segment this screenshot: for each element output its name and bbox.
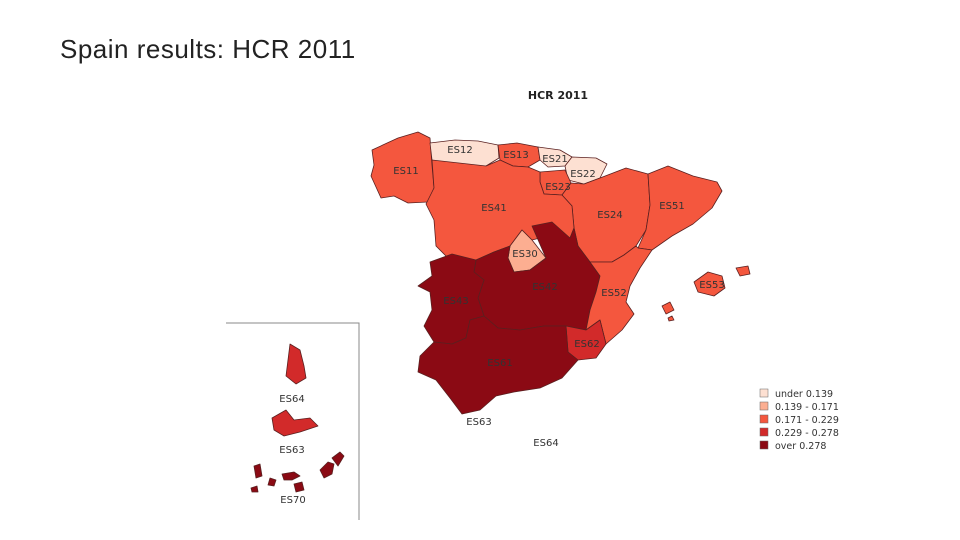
region-ES53[interactable] — [661, 265, 751, 322]
region-labels: ES11 ES12 ES13 ES21 ES22 ES23 ES24 ES30 … — [279, 145, 724, 506]
legend-swatch — [759, 401, 769, 411]
slide-title: Spain results: HCR 2011 — [60, 34, 356, 64]
legend-label: under 0.139 — [775, 389, 833, 400]
region-ES64[interactable] — [285, 343, 307, 385]
label-ES22: ES22 — [570, 169, 595, 180]
label-ES11: ES11 — [393, 166, 418, 177]
label-ES64: ES64 — [279, 394, 304, 405]
label-ES43: ES43 — [443, 296, 468, 307]
label-ES53: ES53 — [699, 280, 724, 291]
label-ES42: ES42 — [532, 282, 557, 293]
inset-frame — [226, 322, 360, 520]
label-ES64-mainland: ES64 — [533, 438, 558, 449]
label-ES13: ES13 — [503, 150, 528, 161]
region-ES51[interactable] — [637, 165, 723, 251]
legend: under 0.139 0.139 - 0.171 0.171 - 0.229 … — [759, 388, 839, 452]
label-ES52: ES52 — [601, 288, 626, 299]
label-ES30: ES30 — [512, 249, 537, 260]
legend-label: 0.139 - 0.171 — [775, 402, 839, 413]
regions-layer — [250, 131, 751, 493]
label-ES21: ES21 — [542, 154, 567, 165]
legend-label: over 0.278 — [775, 441, 826, 452]
legend-swatch — [759, 440, 769, 450]
label-ES51: ES51 — [659, 201, 684, 212]
label-ES70: ES70 — [280, 495, 305, 506]
label-ES41: ES41 — [481, 203, 506, 214]
label-ES24: ES24 — [597, 210, 622, 221]
legend-label: 0.171 - 0.229 — [775, 415, 839, 426]
region-ES61[interactable] — [417, 315, 579, 415]
region-ES70[interactable] — [250, 451, 345, 493]
label-ES63: ES63 — [279, 445, 304, 456]
legend-label: 0.229 - 0.278 — [775, 428, 839, 439]
legend-swatch — [759, 414, 769, 424]
legend-swatch — [759, 388, 769, 398]
label-ES63-mainland: ES63 — [466, 417, 491, 428]
region-ES52[interactable] — [585, 245, 653, 345]
legend-swatch — [759, 427, 769, 437]
map-title: HCR 2011 — [528, 89, 588, 102]
label-ES23: ES23 — [545, 182, 570, 193]
label-ES62: ES62 — [574, 339, 599, 350]
region-ES63[interactable] — [271, 409, 319, 437]
label-ES61: ES61 — [487, 358, 512, 369]
label-ES12: ES12 — [447, 145, 472, 156]
